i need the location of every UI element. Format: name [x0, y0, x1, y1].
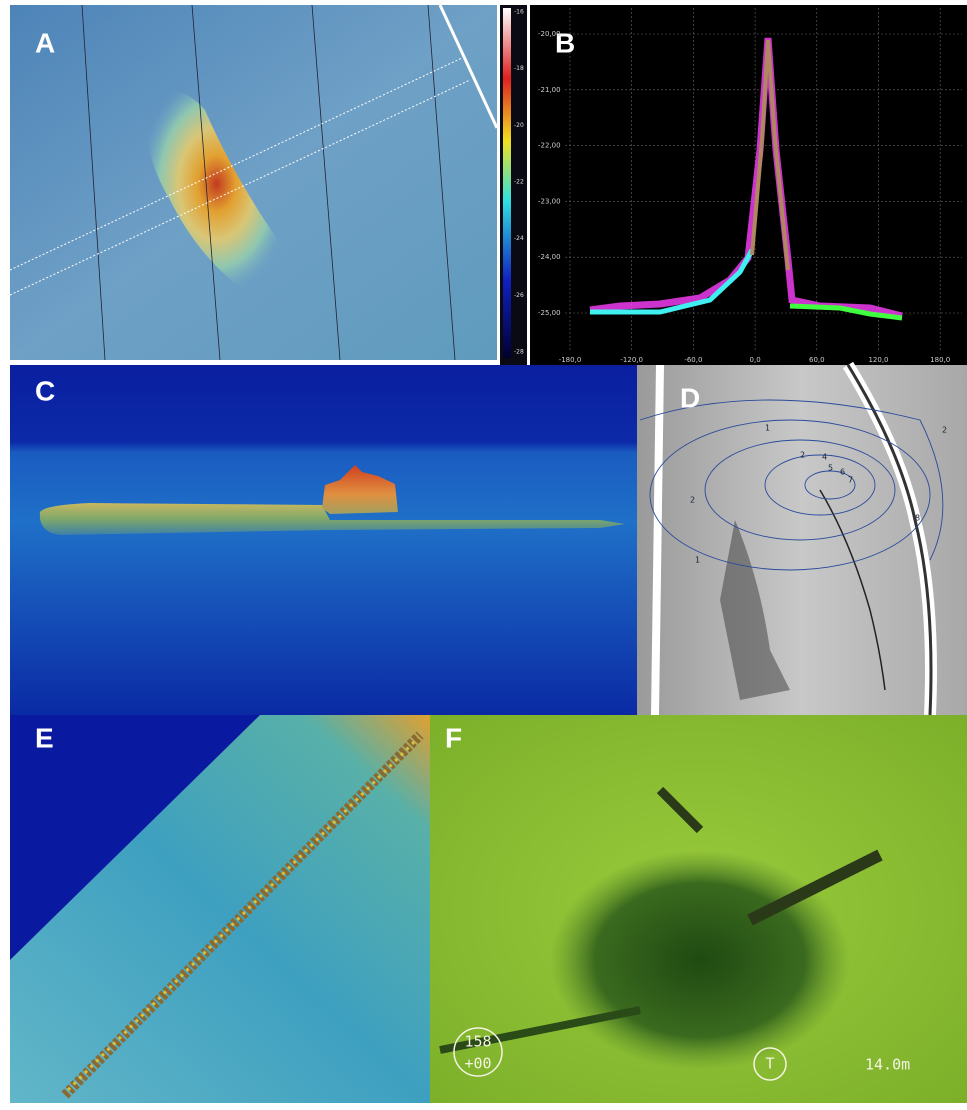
x-tick-label: -60,0	[684, 356, 702, 364]
seafloor-3d	[10, 365, 637, 715]
panel-e	[10, 715, 430, 1103]
contour-label: 1	[765, 424, 770, 433]
panel-letter: A	[35, 27, 55, 58]
contour-label: 6	[840, 468, 845, 477]
colorbar-tick-label: -28	[514, 349, 524, 356]
panel-f	[430, 715, 967, 1103]
y-tick-label: -20,00	[538, 30, 561, 38]
colorbar-tick-label: -16	[514, 9, 524, 16]
panel-b	[530, 5, 967, 367]
x-tick-label: -120,0	[620, 356, 643, 364]
figure: ABCDEF-16-18-20-22-24-26-28-20,00-21,00-…	[0, 0, 967, 1105]
video-overlay-text: T	[765, 1055, 774, 1073]
colorbar	[503, 8, 511, 358]
x-tick-label: -180,0	[559, 356, 582, 364]
contour-label: 5	[828, 464, 833, 473]
panel-d	[637, 365, 967, 715]
y-tick-label: -25,00	[538, 309, 561, 317]
video-overlay-text: 158	[464, 1033, 491, 1051]
colorbar-tick-label: -20	[514, 122, 524, 129]
colorbar-tick-label: -26	[514, 292, 524, 299]
contour-label: 2	[690, 496, 695, 505]
x-tick-label: 0,0	[750, 356, 761, 364]
contour-label: 4	[822, 453, 827, 462]
bathymetry-map	[10, 5, 497, 360]
panel-letter: E	[35, 722, 54, 753]
x-tick-label: 120,0	[868, 356, 888, 364]
colorbar-tick-label: -22	[514, 179, 524, 186]
y-tick-label: -24,00	[538, 253, 561, 261]
video-overlay-text: 14.0m	[865, 1056, 910, 1074]
page: {"panels": [ {"label": "A", "colorbar_ti…	[0, 0, 967, 1105]
panel-c	[10, 365, 637, 715]
contour-label: 7	[848, 476, 853, 485]
x-tick-label: 180,0	[930, 356, 950, 364]
y-tick-label: -21,00	[538, 86, 561, 94]
net-tangle	[550, 850, 850, 1070]
video-overlay-text: +00	[464, 1055, 491, 1073]
colorbar-tick-label: -24	[514, 235, 524, 242]
panel-letter: F	[445, 722, 462, 753]
contour-label: 8	[915, 514, 920, 523]
contour-label: 2	[800, 451, 805, 460]
nadir-left	[655, 365, 660, 715]
x-tick-label: 60,0	[809, 356, 825, 364]
contour-label: 2	[942, 426, 947, 435]
y-tick-label: -23,00	[538, 197, 561, 205]
panel-a	[10, 5, 527, 365]
panel-letter: D	[680, 382, 700, 413]
y-tick-label: -22,00	[538, 142, 561, 150]
contour-label: 1	[695, 556, 700, 565]
panel-letter: C	[35, 375, 55, 406]
colorbar-tick-label: -18	[514, 65, 524, 72]
